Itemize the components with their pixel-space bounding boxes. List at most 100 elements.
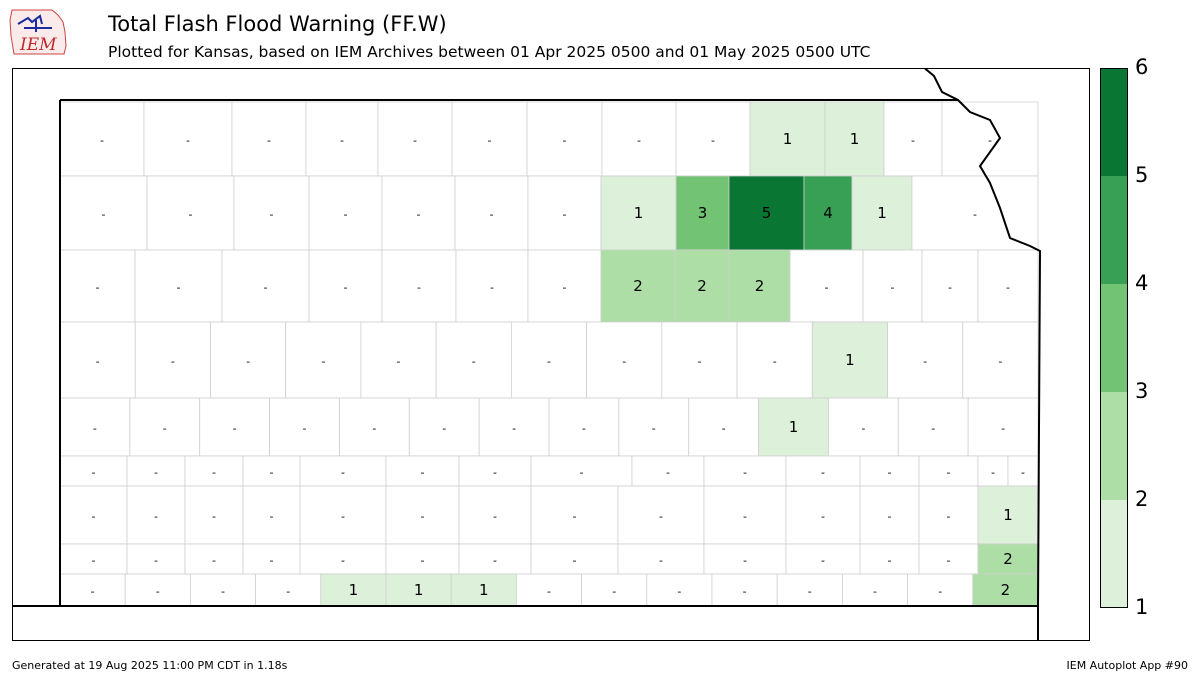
county-value: -	[163, 422, 167, 435]
county-cell	[381, 175, 456, 251]
county-value: 1	[783, 130, 793, 148]
county-value: -	[442, 422, 446, 435]
county-value: -	[563, 208, 567, 221]
county-cell	[862, 249, 923, 323]
county-value: -	[417, 281, 421, 294]
county-value: -	[622, 355, 626, 368]
county-value: -	[100, 134, 104, 147]
county-cell	[600, 175, 677, 251]
county-value: -	[998, 355, 1002, 368]
county-value: -	[891, 281, 895, 294]
county-value: -	[743, 466, 747, 479]
county-cell	[527, 175, 602, 251]
county-value: -	[580, 466, 584, 479]
county-cell	[918, 543, 979, 575]
county-value: -	[154, 466, 158, 479]
county-cell	[450, 573, 517, 607]
county-value: -	[773, 355, 777, 368]
county-cell	[126, 543, 186, 575]
colorbar-tick-label: 5	[1135, 163, 1149, 187]
iem-logo: IEM	[9, 9, 67, 55]
county-value: -	[267, 134, 271, 147]
county-cell	[515, 573, 582, 607]
county-value: -	[1006, 281, 1010, 294]
county-cell	[967, 397, 1039, 457]
county-value: -	[947, 554, 951, 567]
county-value: -	[344, 281, 348, 294]
county-value: -	[472, 355, 476, 368]
county-cell	[918, 485, 979, 545]
map-title: Total Flash Flood Warning (FF.W)	[108, 12, 447, 36]
county-cell	[897, 397, 969, 457]
county-value: -	[931, 422, 935, 435]
county-value: -	[947, 510, 951, 523]
county-cell	[789, 249, 864, 323]
county-value: -	[493, 466, 497, 479]
county-value: -	[93, 422, 97, 435]
county-cell	[129, 397, 201, 457]
colorbar-segment	[1100, 392, 1128, 500]
county-value: -	[938, 585, 942, 598]
county-value: -	[212, 466, 216, 479]
county-cell	[530, 543, 619, 575]
county-cell	[842, 573, 909, 607]
county-cell	[617, 485, 705, 545]
colorbar-segment	[1100, 284, 1128, 392]
county-value: -	[493, 554, 497, 567]
county-value: -	[547, 585, 551, 598]
county-cell	[59, 175, 148, 251]
logo-text: IEM	[19, 35, 57, 55]
county-value: -	[488, 134, 492, 147]
county-value: 1	[789, 418, 799, 436]
county-cell	[231, 101, 307, 177]
county-cell	[828, 397, 899, 457]
county-cell	[320, 573, 387, 607]
county-value: 1	[850, 130, 860, 148]
county-cell	[377, 101, 453, 177]
county-value: 3	[698, 204, 708, 222]
county-value: -	[888, 466, 892, 479]
county-cell	[478, 397, 550, 457]
county-value: -	[490, 208, 494, 221]
county-value: -	[637, 134, 641, 147]
county-value: -	[1021, 466, 1025, 479]
county-value: -	[264, 281, 268, 294]
county-value: -	[722, 422, 726, 435]
county-value: 2	[633, 277, 643, 295]
county-value: -	[573, 510, 577, 523]
county-value: -	[286, 585, 290, 598]
county-cell	[631, 455, 705, 487]
county-value: -	[808, 585, 812, 598]
county-cell	[1007, 455, 1039, 487]
county-value: -	[821, 554, 825, 567]
county-cell	[242, 485, 301, 545]
county-cell	[59, 397, 131, 457]
county-cell	[646, 573, 713, 607]
county-value: -	[677, 585, 681, 598]
kansas-county-map: - - - - - - - - - 1 1 - - - - - - - - - 1 3 5 4 1 - - - - - - - - 2 2 2 - - - -…	[12, 68, 1090, 641]
county-cell	[824, 101, 885, 177]
county-value: -	[303, 422, 307, 435]
county-value: -	[659, 554, 663, 567]
county-cell	[308, 175, 383, 251]
colorbar-segment	[1100, 176, 1128, 284]
county-value: -	[873, 585, 877, 598]
county-cell	[184, 543, 244, 575]
county-value: -	[911, 134, 915, 147]
county-value: -	[923, 355, 927, 368]
county-value: -	[821, 510, 825, 523]
county-value: 4	[823, 204, 833, 222]
county-value: 1	[1003, 506, 1013, 524]
county-cell	[299, 455, 387, 487]
county-value: -	[493, 510, 497, 523]
county-cell	[688, 397, 759, 457]
county-cell	[887, 321, 964, 399]
county-value: -	[221, 585, 225, 598]
county-cell	[736, 321, 813, 399]
county-cell	[385, 543, 460, 575]
county-cell	[703, 455, 787, 487]
county-cell	[972, 573, 1039, 607]
generated-footer: Generated at 19 Aug 2025 11:00 PM CDT in…	[12, 659, 288, 672]
county-value: -	[341, 554, 345, 567]
county-value: 1	[414, 581, 424, 599]
